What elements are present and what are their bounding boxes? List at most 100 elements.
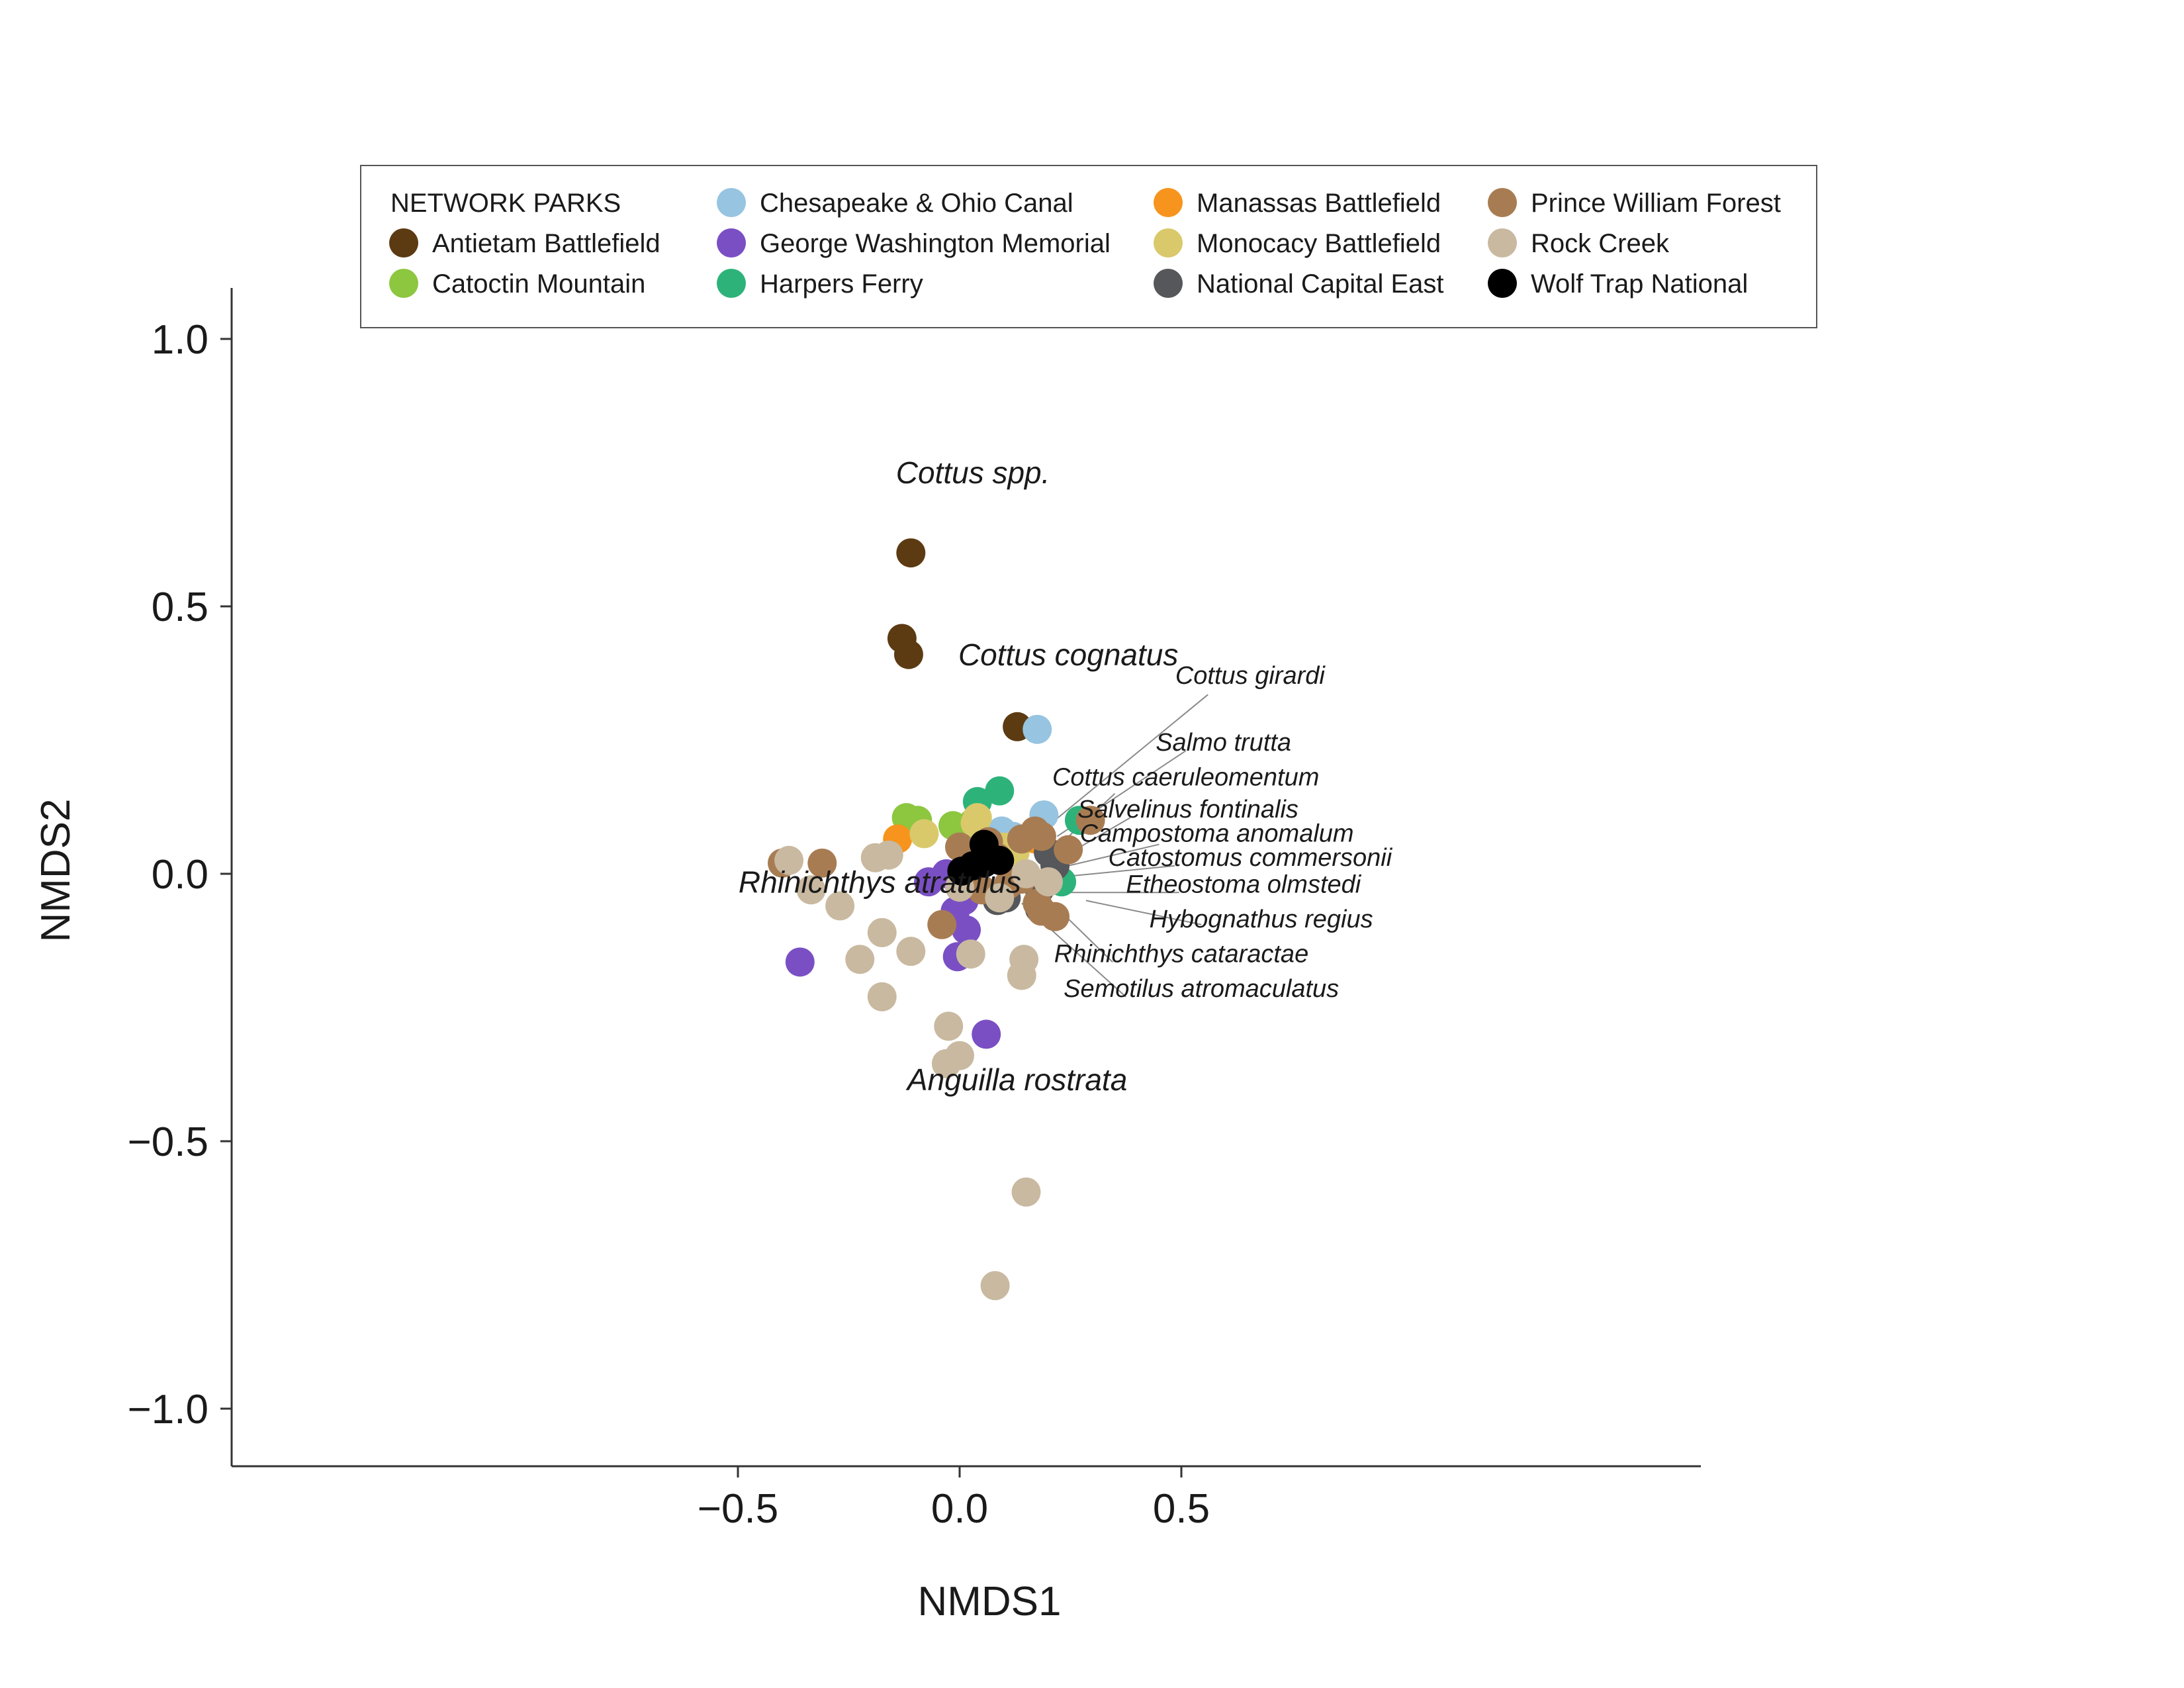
legend-swatch [1488,269,1517,298]
vector-line-campostoma-anomalum [1068,843,1160,867]
species-label-semotilus-atromaculatus: Semotilus atromaculatus [1064,975,1339,1003]
legend-item-prince-william-forest: Prince William Forest [1488,188,1781,218]
species-label-cottus-girardi: Cottus girardi [1175,662,1326,690]
y-tick-label: 1.0 [152,317,208,363]
legend-item-wolf-trap-national: Wolf Trap National [1488,269,1748,299]
legend-swatch [1488,188,1517,217]
species-label-cottus-spp: Cottus spp. [896,455,1050,490]
point-prince-william-forest [927,910,957,939]
point-rock-creek [845,945,875,974]
legend-item-national-capital-east: National Capital East [1154,269,1444,299]
point-wolf-trap-national [985,845,1015,875]
point-chesapeake-ohio-canal [1023,714,1052,744]
vector-line-cottus-girardi [1048,694,1208,827]
point-rock-creek [774,845,804,875]
point-rock-creek [1034,867,1063,897]
legend-box [360,165,1817,328]
axes: −1.0 −0.5 0.0 0.5 1.0 −0.5 0.0 0.5 NMDS1 NMDS2 [33,288,1701,1624]
legend-item-manassas-battlefield: Manassas Battlefield [1154,188,1441,218]
point-harpers-ferry [985,776,1015,806]
legend-label: Wolf Trap National [1531,269,1748,299]
point-rock-creek [1007,961,1036,990]
point-rock-creek [934,1011,964,1041]
point-rock-creek [1011,859,1041,888]
point-rock-creek [985,883,1015,913]
legend-swatch [717,269,746,298]
y-tick-label: −1.0 [128,1387,208,1432]
legend-label: Catoctin Mountain [432,269,645,299]
legend-swatch [717,228,746,258]
point-prince-william-forest [1040,902,1070,931]
legend-swatch [1154,228,1183,258]
legend-item-rock-creek: Rock Creek [1488,228,1670,258]
legend-swatch [1154,269,1183,298]
legend-label: Chesapeake & Ohio Canal [760,189,1073,218]
vector-line-hybognathus-regius [1085,900,1202,925]
point-rock-creek [867,917,897,947]
x-tick-label: −0.5 [698,1486,778,1532]
legend-item-catoctin-mountain: Catoctin Mountain [389,269,645,299]
point-rock-creek [867,982,897,1011]
ticks: −1.0 −0.5 0.0 0.5 1.0 −0.5 0.0 0.5 [128,317,1210,1532]
vector-line-catostomus-commersonii [1066,865,1175,878]
y-tick-label: 0.5 [152,585,208,630]
legend-swatch [717,188,746,217]
legend-label: Monocacy Battlefield [1197,229,1441,258]
legend-item-harpers-ferry: Harpers Ferry [717,269,923,299]
species-label-campostoma-anomalum: Campostoma anomalum [1080,820,1354,848]
y-tick-label: 0.0 [152,852,208,898]
legend-item-antietam-battlefield: Antietam Battlefield [389,228,660,258]
point-rock-creek [1011,1177,1041,1207]
point-prince-william-forest [1075,806,1105,835]
point-antietam-battlefield [893,639,923,669]
legend-label: Harpers Ferry [760,269,923,299]
point-rock-creek [874,840,903,870]
legend-swatch [389,269,418,298]
species-label-cottus-caeruleomentum: Cottus caeruleomentum [1052,764,1319,792]
point-george-washington-memorial [972,1019,1001,1049]
species-label-hybognathus-regius: Hybognathus regius [1150,906,1373,933]
point-rock-creek [945,1041,974,1070]
point-prince-william-forest [1054,835,1083,865]
legend-label: National Capital East [1197,269,1444,299]
legend-label: Antietam Battlefield [432,229,660,258]
legend-swatch [389,228,418,258]
data-points [768,538,1105,1301]
legend: NETWORK PARKS Antietam Battlefield Catoct… [360,165,1817,328]
legend-item-george-washington-memorial: George Washington Memorial [717,228,1111,258]
x-tick-label: 0.0 [931,1486,988,1532]
species-label-salvelinus-fontinalis: Salvelinus fontinalis [1077,796,1298,823]
legend-swatch [1488,228,1517,258]
legend-swatch [1154,188,1183,217]
species-label-rhinichthys-atratulus: Rhinichthys atratulus [739,865,1021,899]
species-label-salmo-trutta: Salmo trutta [1156,729,1291,757]
y-axis-title: NMDS2 [33,798,79,942]
point-george-washington-memorial [785,947,815,977]
species-label-anguilla-rostrata: Anguilla rostrata [905,1062,1127,1097]
species-label-cottus-cognatus: Cottus cognatus [958,637,1178,672]
legend-item-monocacy-battlefield: Monocacy Battlefield [1154,228,1441,258]
point-rock-creek [956,939,985,969]
point-rock-creek [796,875,826,905]
point-antietam-battlefield [896,538,926,568]
legend-label: George Washington Memorial [760,229,1111,258]
legend-title: NETWORK PARKS [390,189,621,218]
legend-label: Rock Creek [1531,229,1670,258]
species-label-catostomus-commersonii: Catostomus commersonii [1109,844,1393,872]
point-monocacy-battlefield [909,819,939,849]
point-prince-william-forest [807,848,837,878]
x-tick-label: 0.5 [1153,1486,1210,1532]
x-axis-title: NMDS1 [917,1579,1061,1624]
point-george-washington-memorial [952,915,981,945]
legend-items: Antietam Battlefield Catoctin Mountain Che… [389,188,1781,299]
point-rock-creek [896,937,926,966]
species-label-rhinichthys-cataractae: Rhinichthys cataractae [1054,940,1308,968]
legend-label: Manassas Battlefield [1197,189,1441,218]
point-rock-creek [980,1271,1010,1301]
species-label-etheostoma-olmstedi: Etheostoma olmstedi [1126,870,1361,898]
point-prince-william-forest [1026,821,1056,851]
species-labels: Cottus spp. Cottus cognatus Rhinichthys at… [739,455,1393,1097]
point-rock-creek [825,891,855,921]
y-tick-label: −0.5 [128,1119,208,1165]
